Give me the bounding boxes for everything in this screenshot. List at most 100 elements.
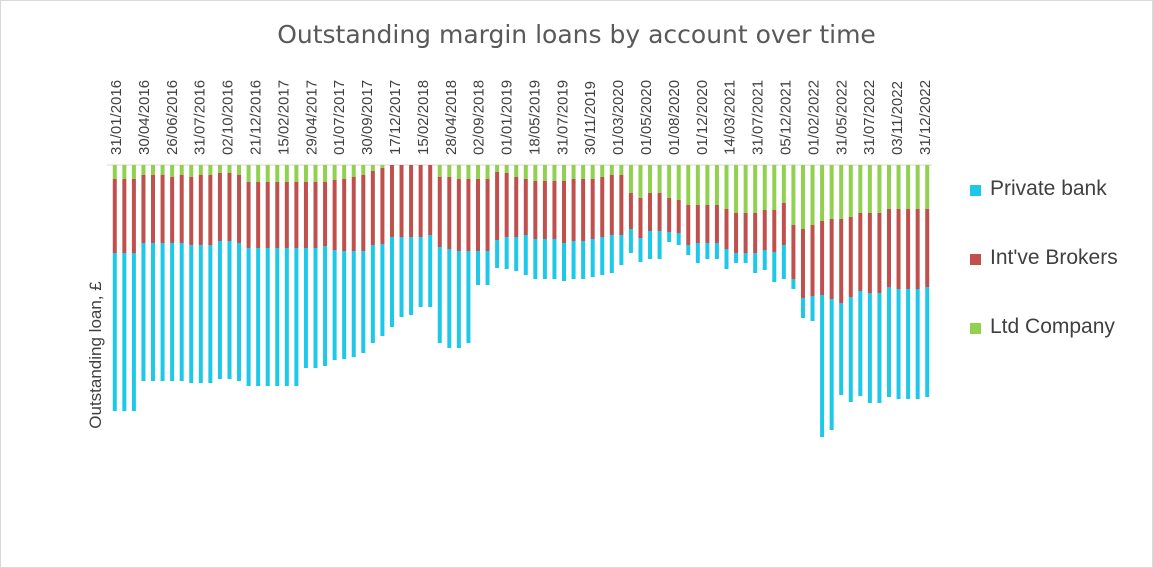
x-tick-label-23: 31/07/2021 [750, 80, 767, 155]
x-tick-label-22: 14/03/2021 [722, 80, 739, 155]
bar-int-ve-brokers-42 [514, 177, 519, 237]
bar-private-bank-8 [189, 245, 194, 383]
bar-ltd-company-24 [342, 165, 347, 179]
bar-ltd-company-79 [867, 165, 872, 213]
bar-int-ve-brokers-80 [877, 213, 882, 293]
bar-private-bank-72 [800, 298, 805, 318]
bar-private-bank-0 [112, 253, 117, 411]
bar-private-bank-28 [380, 244, 385, 336]
bar-int-ve-brokers-22 [323, 182, 328, 246]
bar-ltd-company-44 [533, 165, 538, 181]
bar-private-bank-76 [839, 303, 844, 395]
bar-private-bank-1 [122, 253, 127, 411]
chart-title: Outstanding margin loans by account over… [277, 20, 876, 49]
legend-label-private-bank: Private bank [990, 177, 1107, 200]
bar-private-bank-23 [332, 250, 337, 360]
bar-ltd-company-47 [562, 165, 567, 181]
x-tick-label-10: 17/12/2017 [387, 80, 404, 155]
x-tick-label-17: 30/11/2019 [582, 81, 599, 155]
x-tick-label-20: 01/08/2020 [666, 80, 683, 155]
bar-private-bank-83 [906, 289, 911, 399]
bar-int-ve-brokers-61 [695, 205, 700, 243]
bar-ltd-company-52 [609, 165, 614, 175]
bar-private-bank-68 [762, 250, 767, 270]
bar-ltd-company-64 [724, 165, 729, 209]
bar-ltd-company-82 [896, 165, 901, 209]
bar-private-bank-19 [294, 248, 299, 386]
bar-ltd-company-34 [437, 165, 442, 177]
bar-ltd-company-77 [848, 165, 853, 217]
bar-ltd-company-14 [246, 165, 251, 182]
legend: Private bank Int've Brokers Ltd Company [970, 170, 1118, 377]
bar-private-bank-55 [638, 238, 643, 262]
bar-ltd-company-17 [275, 165, 280, 182]
bar-int-ve-brokers-52 [609, 175, 614, 235]
bar-int-ve-brokers-9 [198, 175, 203, 245]
bar-private-bank-34 [437, 247, 442, 343]
bar-private-bank-56 [648, 231, 653, 259]
bar-ltd-company-76 [839, 165, 844, 219]
bar-ltd-company-15 [256, 165, 261, 182]
bar-private-bank-40 [495, 240, 500, 268]
bar-int-ve-brokers-85 [925, 209, 930, 287]
bar-ltd-company-43 [523, 165, 528, 179]
x-tick-label-27: 31/07/2022 [861, 80, 878, 155]
bar-private-bank-35 [447, 249, 452, 348]
bar-int-ve-brokers-59 [676, 200, 681, 233]
bar-ltd-company-72 [800, 165, 805, 229]
bar-ltd-company-59 [676, 165, 681, 200]
bar-ltd-company-81 [886, 165, 891, 209]
bar-int-ve-brokers-47 [562, 181, 567, 243]
x-tick-label-25: 01/02/2022 [805, 80, 822, 155]
bar-int-ve-brokers-4 [151, 175, 156, 243]
legend-item-private-bank: Private bank [970, 170, 1118, 239]
bar-private-bank-41 [504, 237, 509, 269]
bar-ltd-company-13 [237, 165, 242, 175]
bar-private-bank-38 [475, 251, 480, 285]
x-tick-label-0: 31/01/2016 [108, 80, 125, 155]
bar-private-bank-17 [275, 248, 280, 386]
bar-private-bank-30 [399, 237, 404, 317]
bar-int-ve-brokers-71 [791, 225, 796, 279]
bar-ltd-company-4 [151, 165, 156, 175]
legend-item-ltd-company: Ltd Company [970, 308, 1118, 377]
x-tick-label-1: 30/04/2016 [136, 80, 153, 155]
bar-private-bank-15 [256, 248, 261, 386]
bar-ltd-company-12 [227, 165, 232, 173]
bar-int-ve-brokers-79 [867, 213, 872, 293]
bar-int-ve-brokers-16 [265, 182, 270, 248]
bar-ltd-company-25 [351, 165, 356, 177]
x-tick-label-13: 02/09/2018 [471, 80, 488, 155]
bar-int-ve-brokers-73 [810, 225, 815, 296]
bar-int-ve-brokers-10 [208, 175, 213, 245]
bar-int-ve-brokers-0 [112, 179, 117, 253]
bar-ltd-company-66 [743, 165, 748, 213]
bar-private-bank-6 [170, 243, 175, 381]
bar-private-bank-60 [686, 245, 691, 255]
bar-ltd-company-78 [858, 165, 863, 213]
x-tick-label-18: 01/03/2020 [610, 80, 627, 155]
bar-private-bank-21 [313, 248, 318, 368]
legend-label-intve-brokers: Int've Brokers [990, 246, 1118, 269]
bar-private-bank-64 [724, 249, 729, 269]
bar-ltd-company-73 [810, 165, 815, 225]
bar-int-ve-brokers-5 [160, 175, 165, 243]
bar-int-ve-brokers-12 [227, 173, 232, 241]
bar-int-ve-brokers-25 [351, 177, 356, 251]
bar-int-ve-brokers-24 [342, 179, 347, 251]
bar-ltd-company-45 [542, 165, 547, 181]
bar-ltd-company-26 [361, 165, 366, 175]
bar-ltd-company-63 [714, 165, 719, 205]
bar-ltd-company-68 [762, 165, 767, 210]
bar-ltd-company-3 [141, 165, 146, 175]
bar-int-ve-brokers-76 [839, 219, 844, 303]
bar-ltd-company-62 [705, 165, 710, 205]
bar-private-bank-42 [514, 237, 519, 271]
bar-ltd-company-37 [466, 165, 471, 179]
bar-ltd-company-27 [370, 165, 375, 171]
bar-private-bank-79 [867, 293, 872, 403]
bar-int-ve-brokers-65 [734, 213, 739, 253]
bar-private-bank-48 [571, 241, 576, 279]
bar-private-bank-54 [628, 229, 633, 253]
